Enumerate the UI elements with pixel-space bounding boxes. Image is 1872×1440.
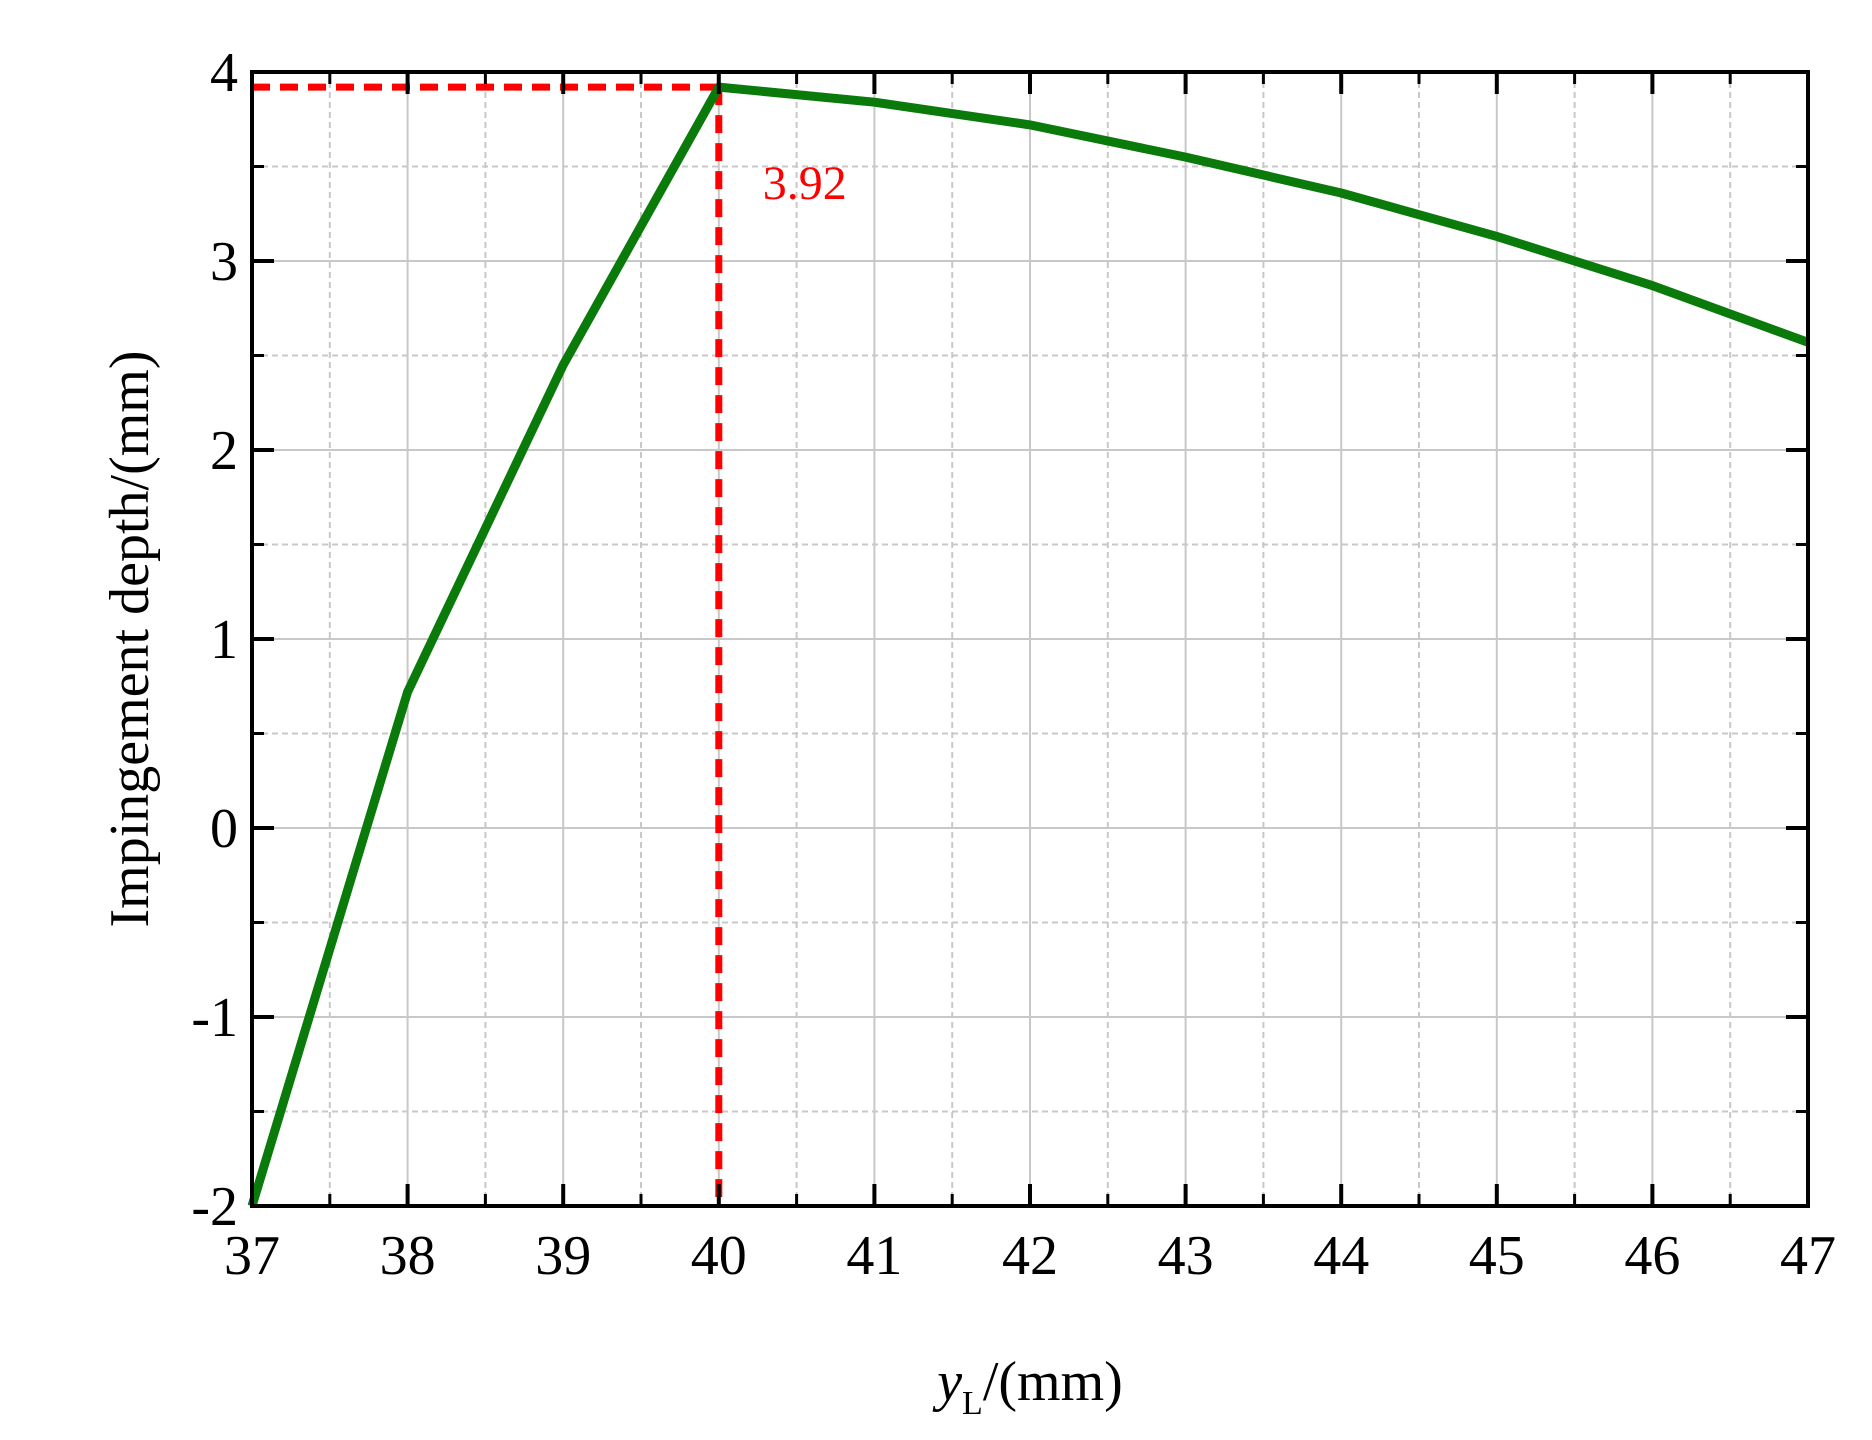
- series-layer: [247, 82, 1810, 1208]
- x-tick-label: 46: [1624, 1225, 1680, 1287]
- y-tick-label: -1: [191, 987, 238, 1049]
- x-tick-label: 42: [1002, 1225, 1058, 1287]
- x-axis-unit: /(mm): [983, 1351, 1123, 1413]
- x-axis-variable: y: [932, 1351, 962, 1413]
- tick-marks: [250, 70, 1810, 1208]
- x-axis-title: yL/(mm): [932, 1351, 1123, 1422]
- reference-lines: [252, 83, 723, 1206]
- y-tick-label: 1: [210, 609, 238, 671]
- y-tick-label: -2: [191, 1176, 238, 1238]
- y-tick-label: 4: [210, 42, 238, 104]
- x-tick-label: 38: [380, 1225, 436, 1287]
- y-tick-label: 2: [210, 420, 238, 482]
- x-tick-label: 43: [1158, 1225, 1214, 1287]
- y-tick-label: 0: [210, 798, 238, 860]
- series-line: [247, 82, 1810, 1208]
- y-axis-title: Impingement depth/(mm): [99, 351, 161, 928]
- x-tick-label: 37: [224, 1225, 280, 1287]
- x-tick-label: 40: [691, 1225, 747, 1287]
- x-tick-label: 41: [846, 1225, 902, 1287]
- x-tick-label: 47: [1780, 1225, 1836, 1287]
- x-tick-labels: 37 38 39 40 41 42 43 44 45 46 47: [224, 1225, 1836, 1287]
- y-tick-labels: -2 -1 0 1 2 3 4: [191, 42, 238, 1238]
- x-axis-subscript: L: [962, 1385, 983, 1422]
- grid-layer: [251, 71, 1809, 1207]
- peak-value-annotation: 3.92: [763, 157, 847, 210]
- y-tick-label: 3: [210, 231, 238, 293]
- x-tick-label: 44: [1313, 1225, 1369, 1287]
- x-tick-label: 45: [1469, 1225, 1525, 1287]
- x-tick-label: 39: [535, 1225, 591, 1287]
